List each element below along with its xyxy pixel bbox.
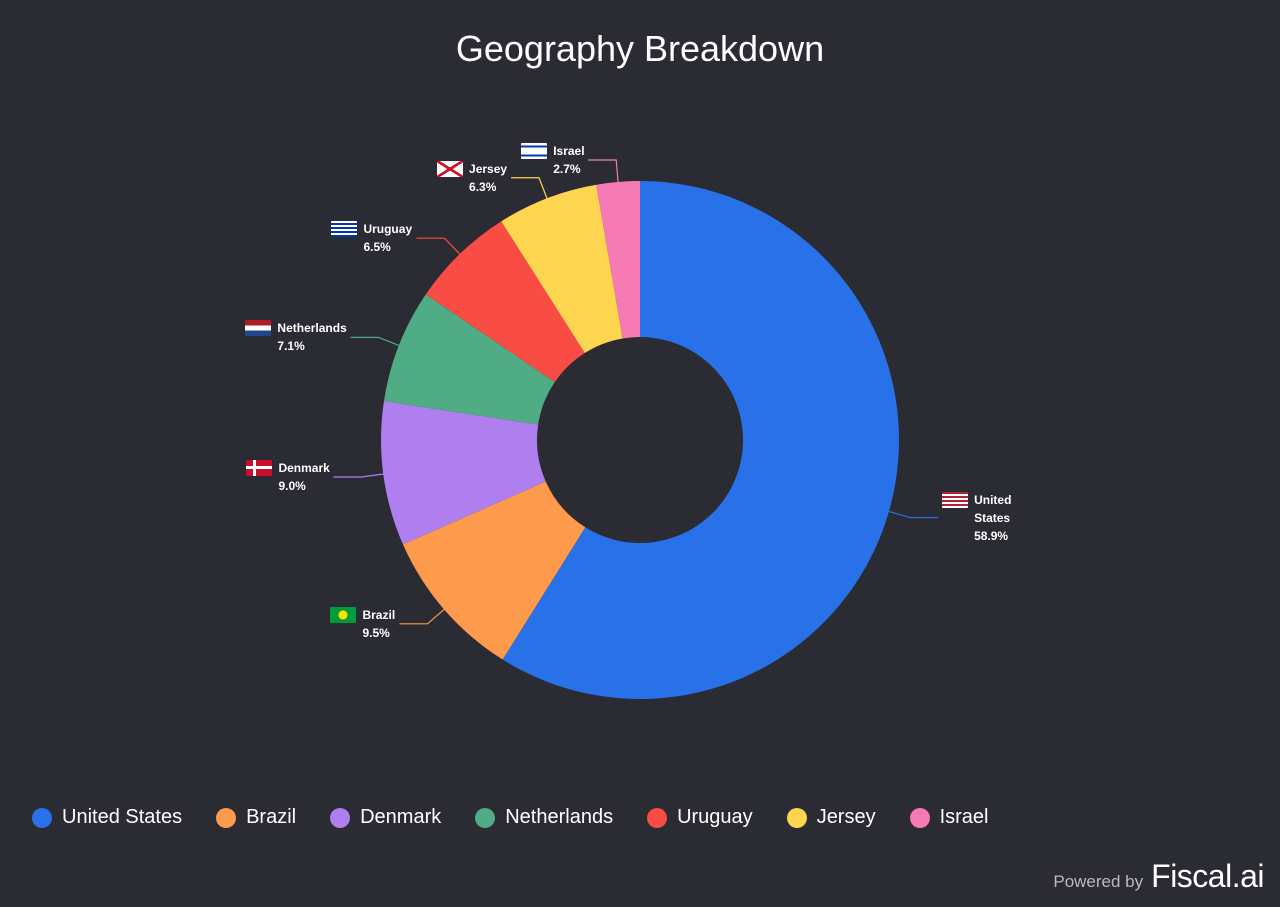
legend-swatch (909, 807, 930, 828)
data-label: Brazil 9.5% (330, 606, 395, 642)
label-name: Jersey (469, 161, 508, 176)
brand: Fiscal.ai (1151, 858, 1264, 894)
chart-title: Geography Breakdown (455, 28, 825, 69)
legend-label: Israel (939, 806, 989, 828)
slice (502, 181, 900, 700)
label-text: Uruguay 6.5% (363, 220, 412, 256)
slice (380, 401, 546, 545)
leader-line (350, 336, 411, 351)
legend-swatch (32, 807, 52, 828)
legend-item: Uruguay (647, 806, 753, 829)
flag (521, 143, 548, 159)
leader-line (399, 601, 454, 625)
slice (402, 481, 586, 660)
data-label: Jersey 6.3% (437, 160, 507, 196)
legend-label: Jersey (816, 806, 876, 828)
label-value: 58.9% (974, 528, 1009, 543)
legend-item: Brazil (216, 806, 296, 829)
leader-line (333, 471, 396, 478)
legend-swatch (475, 807, 496, 828)
chart (333, 159, 939, 700)
footer: Powered by Fiscal.ai (1053, 858, 1264, 895)
powered-by: Powered by (1053, 872, 1144, 891)
label-value: 6.5% (363, 240, 391, 255)
label-text: Brazil 9.5% (362, 606, 395, 642)
data-label: Israel 2.7% (521, 142, 585, 178)
legend-swatch (330, 807, 351, 828)
label-value: 9.0% (278, 478, 306, 493)
leader-line (877, 507, 939, 519)
label-value: 2.7% (553, 162, 581, 176)
legend-label: Denmark (360, 806, 442, 828)
leader-line (511, 177, 552, 210)
label-name: Brazil (362, 607, 396, 622)
legend-item: United States (32, 806, 182, 829)
legend: United States Brazil Denmark Netherlands Uru… (32, 806, 989, 829)
legend-label: Netherlands (505, 806, 614, 828)
slice (383, 294, 555, 425)
legend-swatch (216, 807, 237, 828)
label-value: 6.3% (469, 179, 497, 194)
legend-swatch (786, 807, 807, 828)
data-label: Uruguay 6.5% (331, 220, 412, 256)
label-name: Israel (553, 144, 585, 158)
leader-line (588, 159, 620, 194)
label-value: 9.5% (362, 625, 390, 640)
flag (331, 221, 358, 238)
legend-swatch (647, 807, 668, 828)
flag (942, 491, 969, 508)
data-label: United States 58.9% (942, 491, 1011, 545)
slice (596, 181, 640, 339)
data-label: Netherlands 7.1% (245, 319, 347, 355)
flag (246, 459, 273, 476)
label-text: Jersey 6.3% (469, 160, 507, 196)
label-value: 7.1% (277, 339, 305, 354)
label-name: United States (974, 492, 1012, 525)
legend-label: United States (62, 806, 183, 828)
label-text: Netherlands 7.1% (277, 319, 346, 355)
legend-item: Jersey (786, 806, 876, 829)
flag (437, 160, 464, 177)
label-text: United States 58.9% (974, 491, 1011, 545)
label-name: Denmark (278, 460, 330, 475)
data-label: Denmark 9.0% (246, 459, 330, 495)
legend-item: Netherlands (475, 806, 613, 829)
legend-item: Denmark (330, 806, 441, 829)
slice (501, 184, 623, 354)
leader-line (416, 237, 469, 264)
flag (245, 320, 272, 337)
slice (425, 221, 585, 383)
flag (330, 606, 357, 623)
label-name: Uruguay (363, 222, 413, 237)
label-text: Denmark 9.0% (278, 459, 329, 495)
legend-label: Uruguay (677, 806, 753, 828)
label-name: Netherlands (277, 321, 347, 336)
legend-label: Brazil (246, 806, 297, 828)
legend-item: Israel (909, 806, 989, 829)
label-text: Israel 2.7% (553, 142, 584, 178)
